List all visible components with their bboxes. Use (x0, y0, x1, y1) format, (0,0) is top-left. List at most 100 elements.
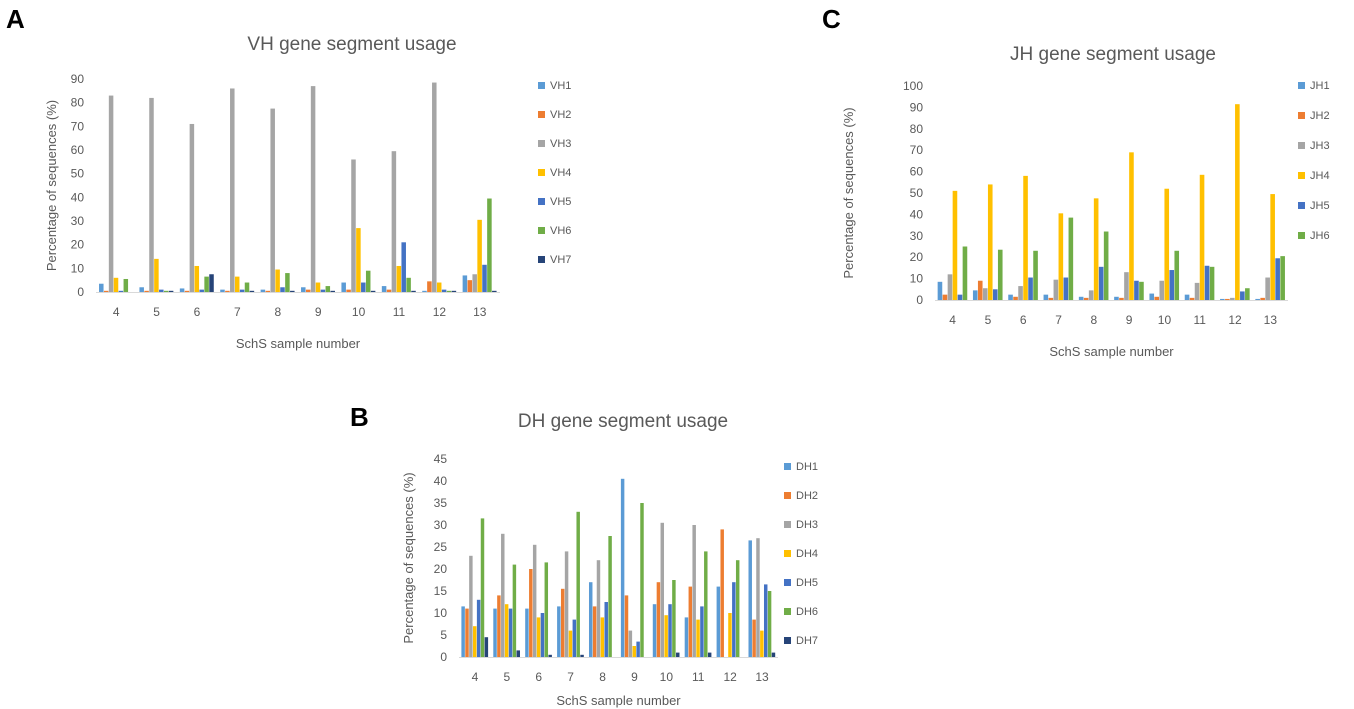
x-tick-label: 9 (1126, 313, 1133, 327)
bar-vh5-13 (482, 264, 487, 292)
bar-dh1-4 (461, 606, 465, 657)
bar-vh6-13 (487, 198, 492, 292)
bar-dh4-7 (568, 630, 573, 657)
chart-a: VH gene segment usage 0 10 20 30 40 50 60 70 80 90… (44, 34, 571, 351)
y-tick-label: 40 (910, 207, 924, 221)
bar-jh1-11 (1184, 294, 1190, 300)
bar-vh3-7 (230, 88, 235, 292)
bar-jh4-9 (1129, 152, 1134, 300)
x-tick-label: 8 (599, 670, 606, 684)
bar-jh6-10 (1174, 250, 1180, 300)
bar-dh3-5 (501, 533, 505, 657)
bar-jh6-12 (1245, 288, 1250, 300)
bar-dh7-6 (548, 654, 552, 657)
bar-jh3-11 (1194, 282, 1200, 300)
chart-b: DH gene segment usage0510152025303540454… (401, 411, 818, 708)
x-tick-label: 13 (755, 670, 769, 684)
legend-swatch-vh6 (538, 227, 545, 234)
bar-jh2-5 (977, 280, 983, 300)
x-tick-label: 4 (472, 670, 479, 684)
bar-dh2-8 (592, 606, 597, 657)
bar-dh6-9 (640, 503, 644, 657)
legend-swatch-jh5 (1298, 202, 1305, 209)
bar-vh7-7 (249, 290, 255, 292)
bar-jh5-13 (1275, 258, 1280, 300)
bar-dh4-5 (504, 604, 509, 657)
bar-vh1-9 (301, 287, 306, 292)
bar-vh2-5 (144, 290, 149, 292)
bar-dh5-5 (508, 608, 513, 657)
bar-jh6-9 (1139, 281, 1144, 300)
bar-vh1-6 (179, 288, 185, 292)
bar-dh2-12 (720, 529, 724, 657)
bar-jh1-9 (1114, 296, 1119, 300)
x-axis-title-b: SchS sample number (556, 693, 681, 708)
bar-dh1-8 (588, 582, 593, 657)
bar-jh6-8 (1103, 231, 1109, 300)
y-tick-label: 10 (910, 272, 924, 286)
legend-label-jh6: JH6 (1310, 230, 1330, 242)
legend-label-vh7: VH7 (550, 254, 571, 266)
bar-dh3-11 (692, 525, 696, 657)
bar-jh4-4 (952, 190, 958, 300)
bar-vh6-9 (325, 286, 331, 292)
bar-jh5-5 (992, 289, 998, 300)
bar-vh2-9 (305, 289, 311, 292)
y-tick-label: 90 (910, 100, 924, 114)
bar-vh4-10 (356, 228, 361, 292)
bar-jh6-4 (962, 246, 968, 300)
bar-dh4-4 (473, 626, 477, 657)
bar-vh1-4 (99, 283, 104, 292)
y-tick-label: 40 (71, 190, 85, 204)
bar-dh2-13 (752, 619, 756, 657)
bar-vh5-9 (320, 289, 326, 292)
x-tick-label: 13 (1264, 313, 1278, 327)
bar-vh6-6 (204, 276, 209, 292)
legend-swatch-dh5 (784, 579, 791, 586)
bar-vh2-10 (346, 289, 351, 292)
bar-vh4-9 (315, 282, 321, 292)
bar-dh5-8 (604, 602, 608, 657)
bar-jh1-12 (1220, 298, 1225, 300)
bar-vh4-8 (275, 269, 280, 292)
bar-dh4-6 (536, 617, 541, 657)
bar-dh3-6 (532, 544, 537, 657)
bar-dh6-12 (735, 560, 740, 657)
bar-jh5-11 (1204, 265, 1210, 300)
legend-swatch-dh3 (784, 521, 791, 528)
bar-jh5-7 (1063, 277, 1069, 300)
bar-dh3-4 (469, 555, 473, 657)
legend-swatch-vh1 (538, 82, 545, 89)
legend-label-vh4: VH4 (550, 167, 571, 179)
bar-vh6-5 (163, 290, 169, 292)
bar-vh5-5 (159, 289, 164, 292)
x-tick-label: 8 (274, 305, 281, 319)
chart-title-a: VH gene segment usage (247, 34, 456, 55)
bar-jh1-6 (1008, 294, 1013, 300)
bar-dh2-7 (560, 588, 565, 657)
bar-vh2-11 (386, 289, 392, 292)
legend-swatch-jh6 (1298, 232, 1305, 239)
x-tick-label: 4 (113, 305, 120, 319)
y-tick-label: 35 (434, 496, 448, 510)
bar-dh3-10 (660, 522, 665, 657)
bar-vh3-10 (351, 159, 356, 292)
bar-vh7-5 (168, 290, 174, 292)
bar-jh6-5 (997, 249, 1003, 300)
bar-vh4-13 (477, 219, 482, 292)
bar-vh7-12 (451, 290, 457, 292)
bar-dh2-11 (688, 586, 693, 657)
bar-vh3-8 (270, 108, 275, 292)
y-tick-label: 60 (71, 143, 85, 157)
x-tick-label: 9 (631, 670, 638, 684)
y-tick-label: 0 (916, 293, 923, 307)
legend-swatch-vh5 (538, 198, 545, 205)
legend-label-dh5: DH5 (796, 577, 818, 589)
bar-jh5-12 (1240, 291, 1245, 300)
bar-vh3-11 (391, 151, 397, 292)
legend-swatch-dh7 (784, 637, 791, 644)
legend-label-vh1: VH1 (550, 80, 571, 92)
bar-dh4-12 (728, 613, 732, 657)
bar-jh1-7 (1043, 294, 1049, 300)
legend-swatch-dh4 (784, 550, 791, 557)
